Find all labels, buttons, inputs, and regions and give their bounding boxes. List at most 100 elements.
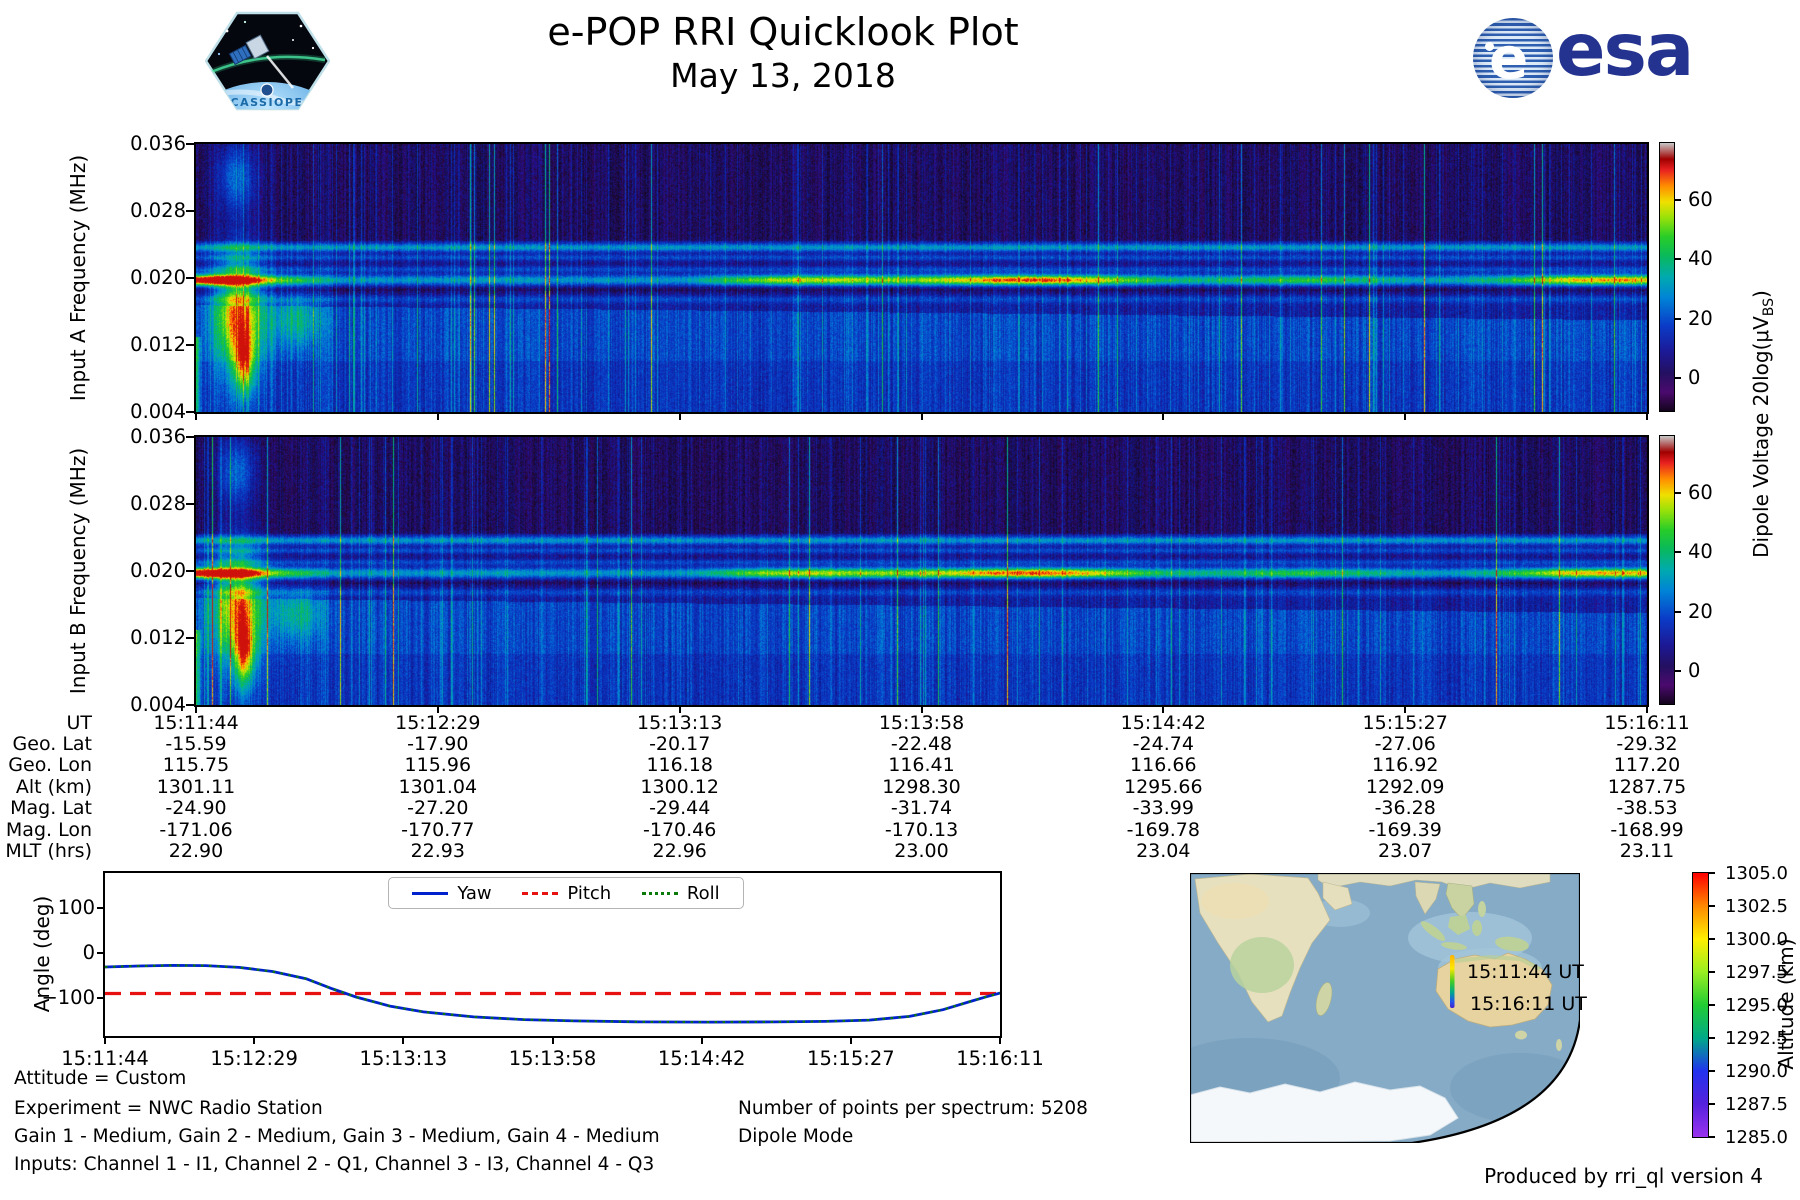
voltage-cbar-tick-label-a: 40 [1688, 247, 1713, 271]
freq-tick-mark-b [186, 503, 194, 505]
page-title: e-POP RRI Quicklook Plot [547, 10, 1019, 54]
ephemeris-row-label: Mag. Lon [5, 818, 92, 841]
voltage-cbar-tick-mark-b [1675, 610, 1681, 613]
ephemeris-cell: -29.44 [649, 797, 711, 820]
ephemeris-cell: -24.74 [1132, 732, 1194, 755]
ephemeris-cell: 1292.09 [1365, 775, 1445, 798]
ephemeris-cell: 22.93 [410, 840, 465, 863]
angle-xtick-label: 15:11:44 [61, 1047, 149, 1070]
ephemeris-cell: -31.74 [890, 797, 953, 820]
voltage-cbar-tick-label-b: 20 [1688, 599, 1713, 623]
voltage-cbar-tick-mark-a [1675, 317, 1681, 320]
time-tick-mark-b [1646, 707, 1648, 713]
time-tick-mark-b [195, 707, 197, 713]
beam-graphic [266, 55, 294, 89]
freq-tick-mark-b [186, 570, 194, 572]
angle-xtick-label: 15:12:29 [210, 1047, 298, 1070]
ephemeris-cell: -170.77 [401, 818, 475, 841]
ephemeris-cell: 23.04 [1136, 840, 1191, 863]
ephemeris-cell: -170.46 [643, 818, 717, 841]
ephemeris-cell: 23.11 [1619, 840, 1675, 863]
voltage-colorbar-label-prefix: Dipole Voltage 20log(μV [1749, 316, 1773, 558]
ephemeris-cell: -170.13 [884, 818, 959, 841]
voltage-colorbar-label-sub: BS [1761, 297, 1777, 317]
voltage-cbar-tick-mark-b [1675, 669, 1681, 672]
angle-xtick-label: 15:13:58 [508, 1047, 597, 1070]
ephemeris-cell: -38.53 [1616, 797, 1678, 820]
voltage-cbar-tick-label-a: 0 [1688, 365, 1701, 389]
angle-xtick-mark [402, 1038, 405, 1044]
spectrogram-b-colorbar [1659, 435, 1675, 705]
time-tick-mark-a [195, 414, 197, 420]
points-per-spectrum-text: Number of points per spectrum: 5208 [738, 1098, 1088, 1119]
freq-tick-label-a: 0.012 [130, 333, 186, 356]
ephemeris-row-label: Mag. Lat [10, 797, 92, 820]
produced-by-text: Produced by rri_ql version 4 [1484, 1164, 1763, 1188]
freq-tick-label-a: 0.020 [130, 266, 186, 289]
angle-xtick-mark [700, 1038, 703, 1044]
ephemeris-cell: 117.20 [1613, 754, 1681, 777]
angle-plot-legend: Yaw Pitch Roll [388, 877, 744, 909]
experiment-text: Experiment = NWC Radio Station [14, 1098, 323, 1119]
time-tick-mark-a [436, 414, 439, 420]
freq-tick-label-b: 0.020 [130, 559, 186, 582]
angle-xtick-mark [999, 1038, 1002, 1044]
freq-tick-label-a: 0.028 [130, 199, 186, 222]
altitude-cbar-tick-label: 1297.5 [1725, 962, 1788, 983]
spectrogram-b-heatmap [196, 437, 1647, 705]
ground-track-line [1450, 955, 1455, 1008]
esa-globe-icon: e [1473, 18, 1553, 98]
ephemeris-cell: -168.99 [1610, 818, 1684, 841]
time-tick-mark-a [1162, 414, 1165, 420]
ephemeris-cell: 116.66 [1130, 754, 1197, 777]
ephemeris-row-label: UT [66, 711, 92, 734]
altitude-cbar-tick-mark [1709, 938, 1715, 940]
cassiope-logo-text: CASSIOPE [231, 96, 304, 109]
time-tick-mark-b [1162, 707, 1165, 713]
ephemeris-cell: -169.39 [1368, 818, 1442, 841]
time-tick-mark-a [1404, 414, 1407, 420]
freq-tick-label-b: 0.028 [130, 492, 186, 515]
freq-tick-label-b: 0.004 [130, 693, 186, 716]
altitude-cbar-tick-label: 1285.0 [1725, 1127, 1788, 1148]
altitude-cbar-tick-mark [1709, 1004, 1715, 1006]
altitude-cbar-tick-mark [1709, 872, 1715, 874]
ephemeris-cell: 15:14:42 [1120, 711, 1206, 734]
angle-xtick-mark [253, 1038, 256, 1044]
ephemeris-cell: -33.99 [1132, 797, 1194, 820]
angle-xtick-mark [551, 1038, 554, 1044]
ephemeris-cell: 22.90 [168, 840, 224, 863]
ephemeris-cell: 116.92 [1371, 754, 1439, 777]
spectrogram-a-ylabel: Input A Frequency (MHz) [66, 154, 90, 402]
freq-tick-mark-b [186, 436, 194, 438]
ephemeris-cell: 115.96 [404, 754, 472, 777]
voltage-cbar-tick-label-a: 20 [1688, 306, 1713, 330]
angle-xtick-label: 15:16:11 [956, 1047, 1044, 1070]
map-border [1190, 873, 1580, 1143]
time-tick-mark-a [678, 414, 681, 420]
legend-roll-label: Roll [686, 882, 720, 904]
ephemeris-cell: 23.00 [894, 840, 949, 863]
freq-tick-label-a: 0.004 [130, 400, 186, 423]
time-tick-mark-a [920, 414, 923, 420]
ephemeris-row-label: Alt (km) [15, 775, 92, 798]
ephemeris-cell: -27.06 [1374, 732, 1436, 755]
altitude-cbar-tick-label: 1290.0 [1725, 1061, 1788, 1082]
legend-pitch-label: Pitch [567, 882, 612, 904]
time-tick-mark-a [1646, 414, 1648, 420]
roll-line [104, 964, 1001, 1024]
angle-ytick-mark [97, 997, 105, 999]
spectrogram-a-colorbar [1659, 142, 1675, 412]
ephemeris-cell: 15:16:11 [1604, 711, 1690, 734]
ephemeris-cell: 23.07 [1377, 840, 1433, 863]
ephemeris-cell: 15:11:44 [153, 711, 239, 734]
ephemeris-cell: 1301.04 [398, 775, 478, 798]
ephemeris-cell: 1298.30 [882, 775, 961, 798]
time-tick-mark-b [436, 707, 439, 713]
angle-ytick-mark [97, 952, 105, 954]
altitude-cbar-tick-mark [1709, 1037, 1715, 1039]
roll-line-sample-icon [641, 891, 678, 895]
ephemeris-cell: -22.48 [890, 732, 953, 755]
spectrogram-b-frame [194, 435, 1649, 707]
ephemeris-cell: 1300.12 [640, 775, 719, 798]
